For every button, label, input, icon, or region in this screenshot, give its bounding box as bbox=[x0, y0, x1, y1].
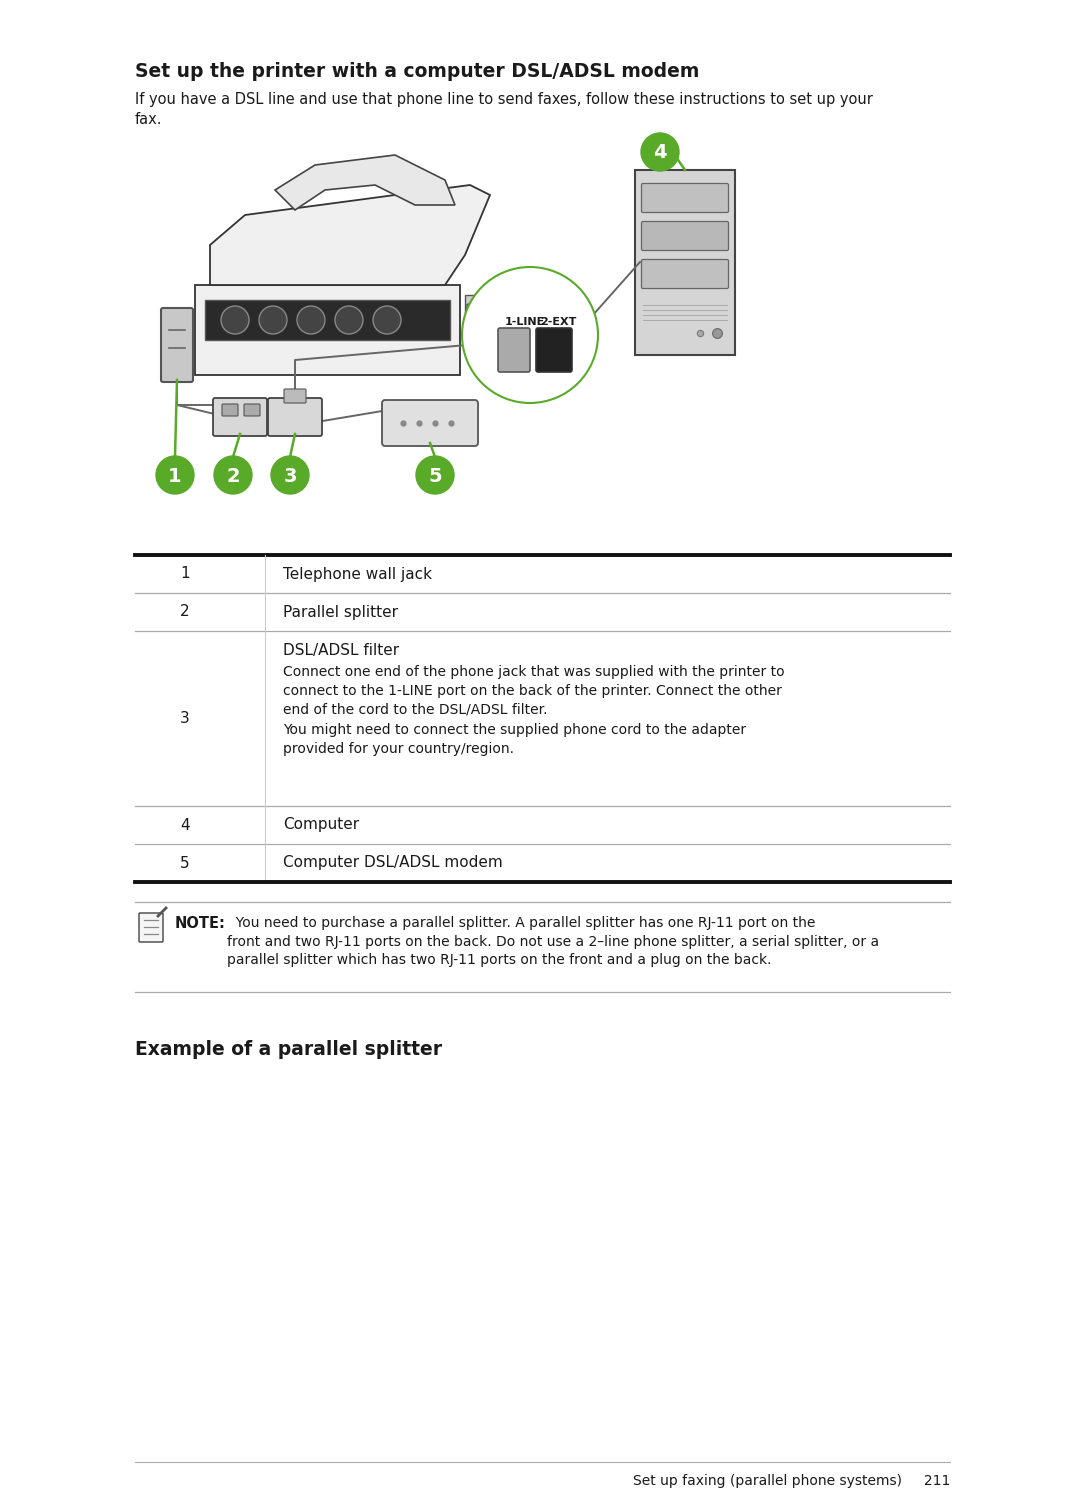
FancyBboxPatch shape bbox=[213, 398, 267, 437]
Text: You need to purchase a parallel splitter. A parallel splitter has one RJ-11 port: You need to purchase a parallel splitter… bbox=[227, 916, 879, 967]
FancyBboxPatch shape bbox=[635, 170, 735, 354]
Text: Set up faxing (parallel phone systems)     211: Set up faxing (parallel phone systems) 2… bbox=[633, 1474, 950, 1488]
Text: Example of a parallel splitter: Example of a parallel splitter bbox=[135, 1041, 442, 1058]
Circle shape bbox=[271, 456, 309, 493]
FancyBboxPatch shape bbox=[498, 327, 530, 372]
Text: 2-EXT: 2-EXT bbox=[540, 317, 577, 327]
FancyBboxPatch shape bbox=[284, 389, 306, 404]
FancyBboxPatch shape bbox=[195, 286, 460, 375]
Circle shape bbox=[214, 456, 252, 493]
Text: 3: 3 bbox=[283, 466, 297, 486]
Text: 1-LINE: 1-LINE bbox=[505, 317, 545, 327]
FancyBboxPatch shape bbox=[480, 303, 492, 321]
Text: Connect one end of the phone jack that was supplied with the printer to
connect : Connect one end of the phone jack that w… bbox=[283, 665, 785, 718]
Text: 4: 4 bbox=[653, 144, 666, 163]
Text: 2: 2 bbox=[180, 604, 190, 619]
FancyBboxPatch shape bbox=[161, 308, 193, 383]
FancyBboxPatch shape bbox=[536, 327, 572, 372]
FancyBboxPatch shape bbox=[642, 221, 729, 251]
Text: Parallel splitter: Parallel splitter bbox=[283, 604, 399, 619]
FancyBboxPatch shape bbox=[244, 404, 260, 416]
Text: fax.: fax. bbox=[135, 112, 162, 127]
Text: Computer DSL/ADSL modem: Computer DSL/ADSL modem bbox=[283, 855, 503, 870]
Text: 1: 1 bbox=[180, 567, 190, 582]
Circle shape bbox=[462, 268, 598, 404]
Circle shape bbox=[259, 306, 287, 333]
Circle shape bbox=[297, 306, 325, 333]
Text: Computer: Computer bbox=[283, 818, 360, 833]
Text: 2: 2 bbox=[226, 466, 240, 486]
Polygon shape bbox=[210, 185, 490, 286]
Circle shape bbox=[156, 456, 194, 493]
Circle shape bbox=[221, 306, 249, 333]
Circle shape bbox=[335, 306, 363, 333]
Text: NOTE:: NOTE: bbox=[175, 916, 226, 931]
Text: 5: 5 bbox=[180, 855, 190, 870]
FancyBboxPatch shape bbox=[382, 401, 478, 446]
Circle shape bbox=[642, 133, 679, 170]
FancyBboxPatch shape bbox=[642, 184, 729, 212]
Polygon shape bbox=[275, 155, 455, 209]
FancyBboxPatch shape bbox=[222, 404, 238, 416]
Text: DSL/ADSL filter: DSL/ADSL filter bbox=[283, 643, 400, 658]
Text: Set up the printer with a computer DSL/ADSL modem: Set up the printer with a computer DSL/A… bbox=[135, 61, 700, 81]
Text: If you have a DSL line and use that phone line to send faxes, follow these instr: If you have a DSL line and use that phon… bbox=[135, 93, 873, 108]
FancyBboxPatch shape bbox=[205, 300, 450, 339]
Text: 3: 3 bbox=[180, 712, 190, 727]
FancyBboxPatch shape bbox=[465, 295, 492, 333]
FancyBboxPatch shape bbox=[467, 303, 480, 321]
FancyBboxPatch shape bbox=[642, 260, 729, 289]
Text: 5: 5 bbox=[428, 466, 442, 486]
Text: 4: 4 bbox=[180, 818, 190, 833]
Circle shape bbox=[416, 456, 454, 493]
FancyBboxPatch shape bbox=[139, 913, 163, 942]
Circle shape bbox=[373, 306, 401, 333]
Text: Telephone wall jack: Telephone wall jack bbox=[283, 567, 432, 582]
Text: You might need to connect the supplied phone cord to the adapter
provided for yo: You might need to connect the supplied p… bbox=[283, 724, 746, 756]
FancyBboxPatch shape bbox=[268, 398, 322, 437]
Text: 1: 1 bbox=[168, 466, 181, 486]
